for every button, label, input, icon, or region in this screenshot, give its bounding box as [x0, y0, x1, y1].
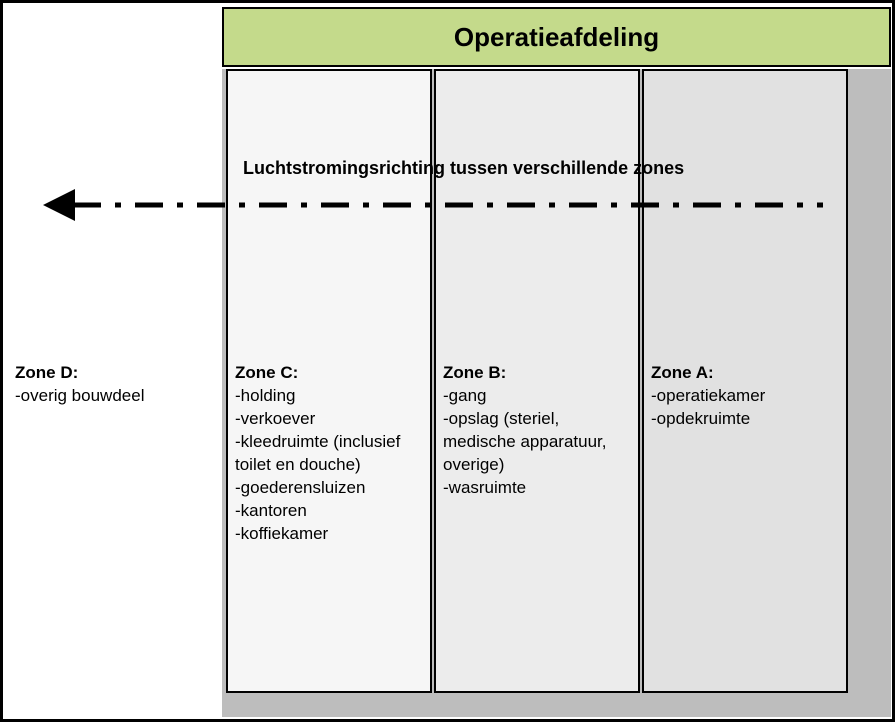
- zone-c-title: Zone C:: [235, 363, 425, 383]
- zone-c-item: -verkoever: [235, 408, 425, 431]
- zone-a-content: Zone A: -operatiekamer -opdekruimte: [651, 363, 841, 431]
- zone-b-content: Zone B: -gang -opslag (steriel, medische…: [443, 363, 633, 500]
- zone-b-title: Zone B:: [443, 363, 633, 383]
- zone-a-item: -operatiekamer: [651, 385, 841, 408]
- zone-c-item: -kleedruimte (inclusief toilet en douche…: [235, 431, 425, 477]
- zone-c-items: -holding -verkoever -kleedruimte (inclus…: [235, 385, 425, 546]
- zone-d-items: -overig bouwdeel: [15, 385, 215, 408]
- zone-a-item: -opdekruimte: [651, 408, 841, 431]
- zone-b-item: -wasruimte: [443, 477, 633, 500]
- zone-d-content: Zone D: -overig bouwdeel: [15, 363, 215, 408]
- zone-a-title: Zone A:: [651, 363, 841, 383]
- zone-d-item: -overig bouwdeel: [15, 385, 215, 408]
- zone-c-item: -kantoren: [235, 500, 425, 523]
- zone-c-content: Zone C: -holding -verkoever -kleedruimte…: [235, 363, 425, 546]
- zone-b-item: -gang: [443, 385, 633, 408]
- zone-c-item: -koffiekamer: [235, 523, 425, 546]
- zone-diagram: Operatieafdeling Luchtstromingsrichting …: [0, 0, 895, 722]
- zone-c-item: -goederensluizen: [235, 477, 425, 500]
- zone-a-items: -operatiekamer -opdekruimte: [651, 385, 841, 431]
- zone-b-items: -gang -opslag (steriel, medische apparat…: [443, 385, 633, 500]
- zone-c-item: -holding: [235, 385, 425, 408]
- zone-d-title: Zone D:: [15, 363, 215, 383]
- zone-b-item: -opslag (steriel, medische apparatuur, o…: [443, 408, 633, 477]
